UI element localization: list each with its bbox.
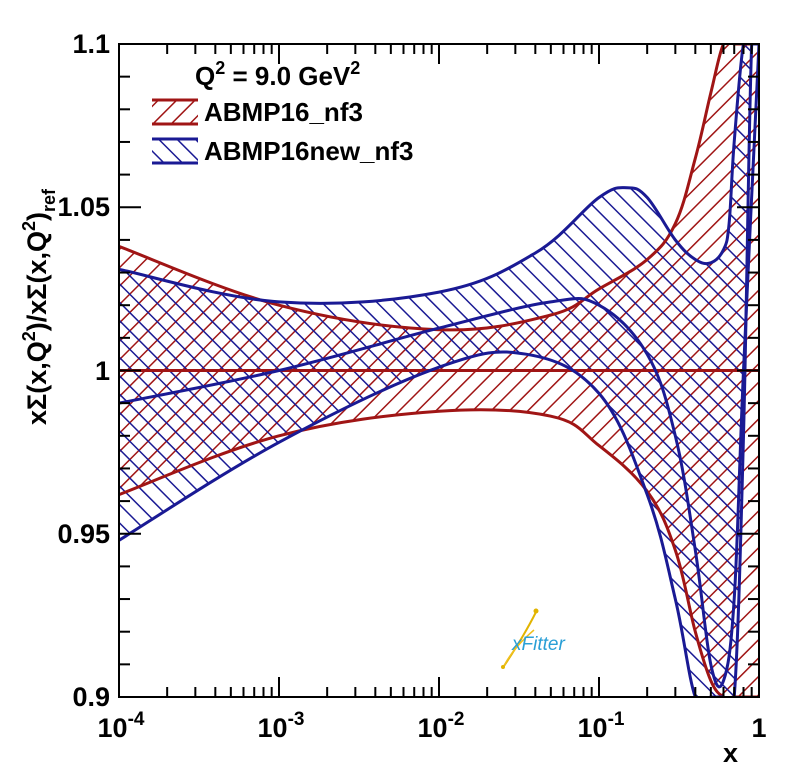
y-tick-label-0.9: 0.9 xyxy=(72,682,110,712)
abmp16new-nf3-central-line xyxy=(119,44,759,689)
y-tick-label-1.1: 1.1 xyxy=(72,29,110,59)
x-tick-label-1e-2: 10-2 xyxy=(418,709,465,743)
xfitter-logo: xFitter xyxy=(501,608,565,669)
abmp16-nf3-lower-line xyxy=(119,408,759,697)
abmp16new-nf3-upper-line xyxy=(119,44,759,305)
legend-swatch-abmp16new-nf3 xyxy=(152,137,198,165)
y-tick-label-0.95: 0.95 xyxy=(57,519,110,549)
x-axis-ticks xyxy=(118,44,760,697)
y-axis-ticks xyxy=(119,43,759,698)
xfitter-logo-text: xFitter xyxy=(511,634,565,655)
y-axis-title: xΣ(x,Q2)/xΣ(x,Q2)ref xyxy=(19,188,59,425)
x-tick-label-1e-4: 10-4 xyxy=(98,709,145,743)
legend-header: Q2 = 9.0 GeV2 xyxy=(195,58,360,91)
abmp16-nf3-upper-line xyxy=(119,44,759,332)
y-tick-label-1: 1 xyxy=(95,356,110,386)
legend-label-abmp16new-nf3: ABMP16new_nf3 xyxy=(204,136,414,166)
legend: Q2 = 9.0 GeV2 ABMP16_nf3 ABMP16new_nf3 xyxy=(152,58,414,166)
x-tick-label-1e-1: 10-1 xyxy=(578,709,625,743)
legend-label-abmp16-nf3: ABMP16_nf3 xyxy=(204,97,363,127)
x-tick-label-1: 1 xyxy=(751,713,766,743)
band-abmp16new-nf3 xyxy=(119,44,759,697)
legend-swatch-abmp16-nf3 xyxy=(152,98,198,126)
y-tick-label-1.05: 1.05 xyxy=(57,192,110,222)
x-axis-title: x xyxy=(723,738,738,768)
plot-area xyxy=(119,44,759,697)
x-tick-label-1e-3: 10-3 xyxy=(258,709,305,743)
